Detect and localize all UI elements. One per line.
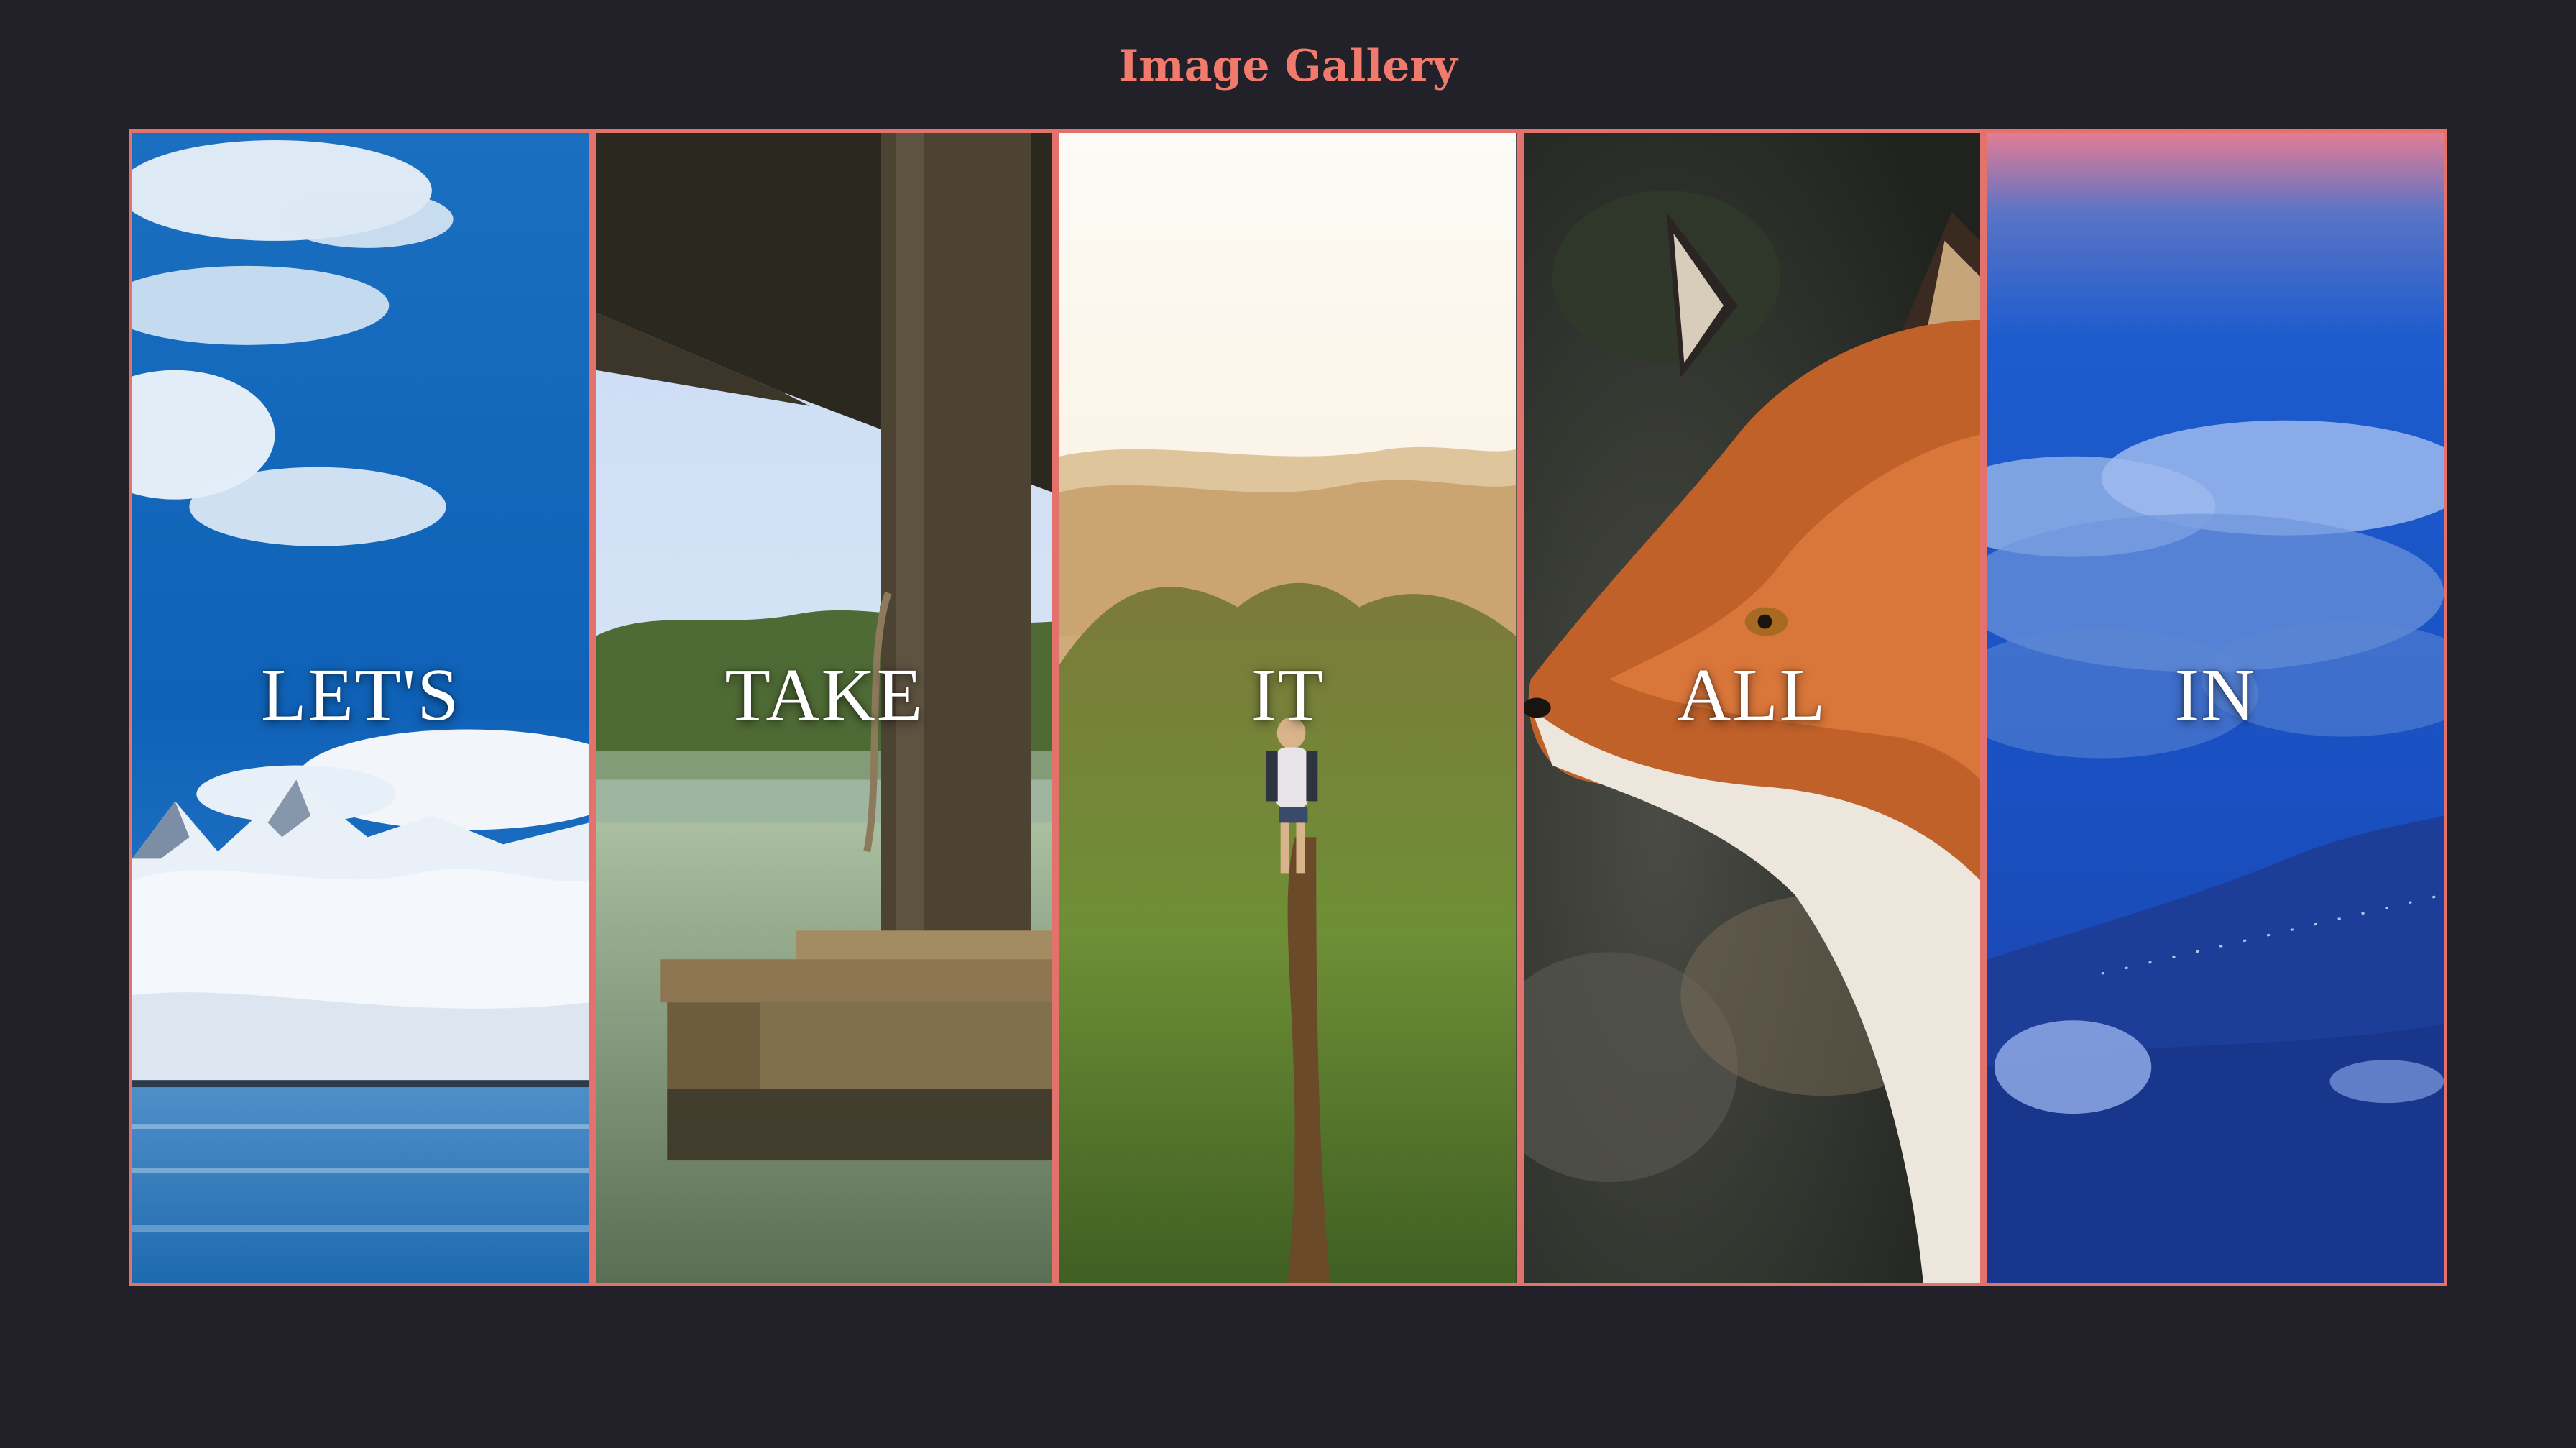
panel-caption: IN bbox=[2174, 654, 2257, 736]
panel-caption: LET'S bbox=[261, 654, 461, 736]
panel-caption: IT bbox=[1251, 654, 1325, 736]
gallery-panel-all[interactable]: ALL bbox=[1519, 129, 1984, 1286]
hiker-mountain-ridge-image bbox=[1059, 133, 1517, 1283]
snowy-mountain-lake-image bbox=[132, 133, 589, 1283]
panel-caption: TAKE bbox=[724, 654, 924, 736]
red-fox-portrait-image bbox=[1523, 133, 1980, 1283]
gallery-panel-it[interactable]: IT bbox=[1056, 129, 1520, 1286]
wooden-dock-lake-image bbox=[596, 133, 1053, 1283]
gallery-panel-take[interactable]: TAKE bbox=[592, 129, 1057, 1286]
blue-clouds-hillside-image bbox=[1987, 133, 2444, 1283]
gallery-panel-in[interactable]: IN bbox=[1983, 129, 2448, 1286]
gallery-panel-lets[interactable]: LET'S bbox=[129, 129, 593, 1286]
image-strip: LET'S bbox=[129, 129, 2448, 1286]
panel-caption: ALL bbox=[1677, 654, 1827, 736]
page-title: Image Gallery bbox=[1118, 41, 1458, 91]
